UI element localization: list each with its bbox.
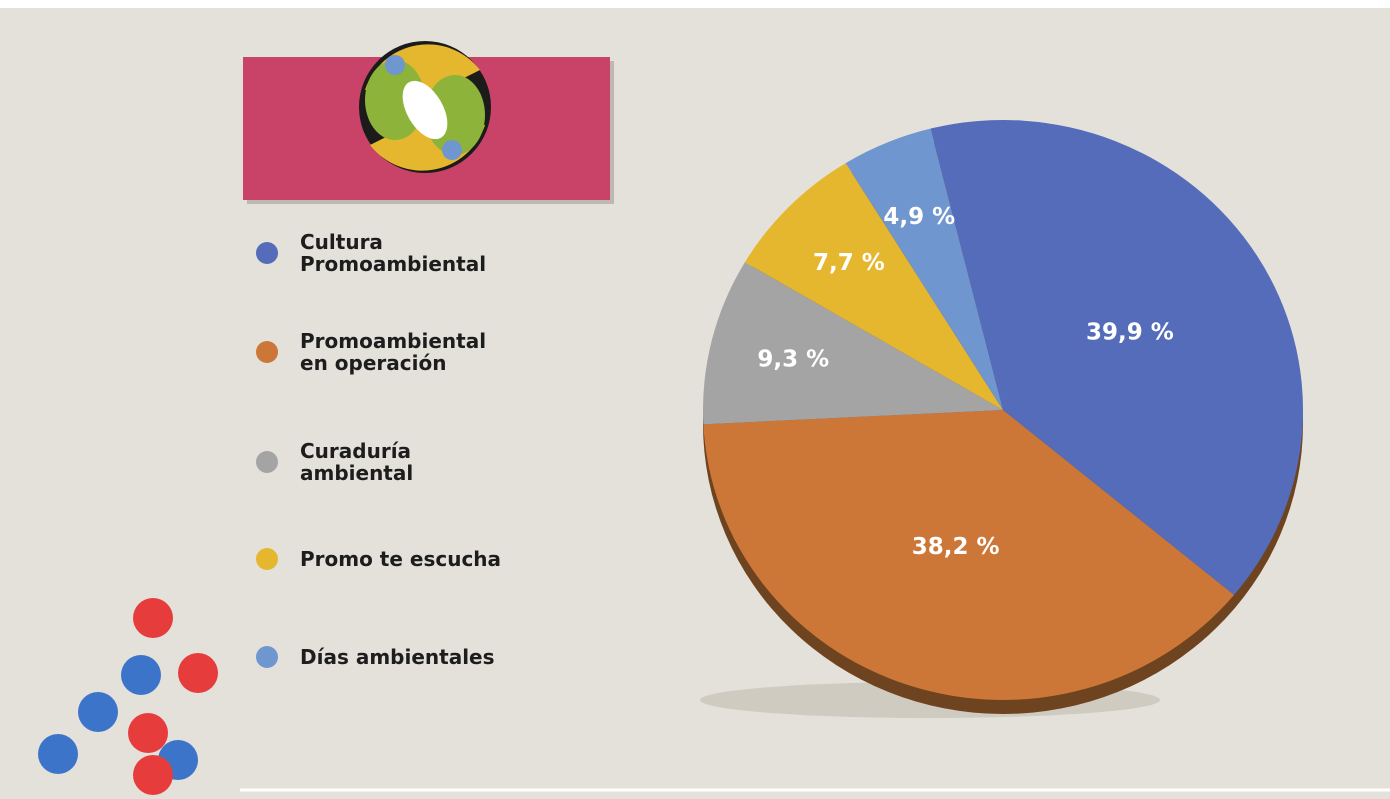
top-band xyxy=(0,0,1390,8)
reactions xyxy=(38,598,218,795)
legend-marker xyxy=(256,548,278,570)
pie-slice xyxy=(930,119,1304,596)
legend-marker xyxy=(256,646,278,668)
legend-label: Curaduría ambiental xyxy=(300,439,414,485)
logo xyxy=(359,41,491,173)
legend-label: Promoambiental en operación xyxy=(300,329,487,375)
slice-label: 4,9 % xyxy=(883,204,955,230)
slice-label: 9,3 % xyxy=(757,346,829,372)
legend-marker xyxy=(256,242,278,264)
legend-label: Promo te escucha xyxy=(300,547,502,571)
pie-slice xyxy=(703,410,1235,701)
slice-label: 39,9 % xyxy=(1086,319,1174,345)
slice-label: 38,2 % xyxy=(912,534,1000,560)
legend-marker xyxy=(256,341,278,363)
legend-label: Días ambientales xyxy=(300,645,495,669)
legend-label: Cultura Promoambiental xyxy=(300,230,487,276)
pie-slice xyxy=(744,163,1003,410)
pie-slice xyxy=(845,128,1003,410)
legend-marker xyxy=(256,451,278,473)
slice-label: 7,7 % xyxy=(813,250,885,276)
pie-slice xyxy=(703,262,1003,425)
